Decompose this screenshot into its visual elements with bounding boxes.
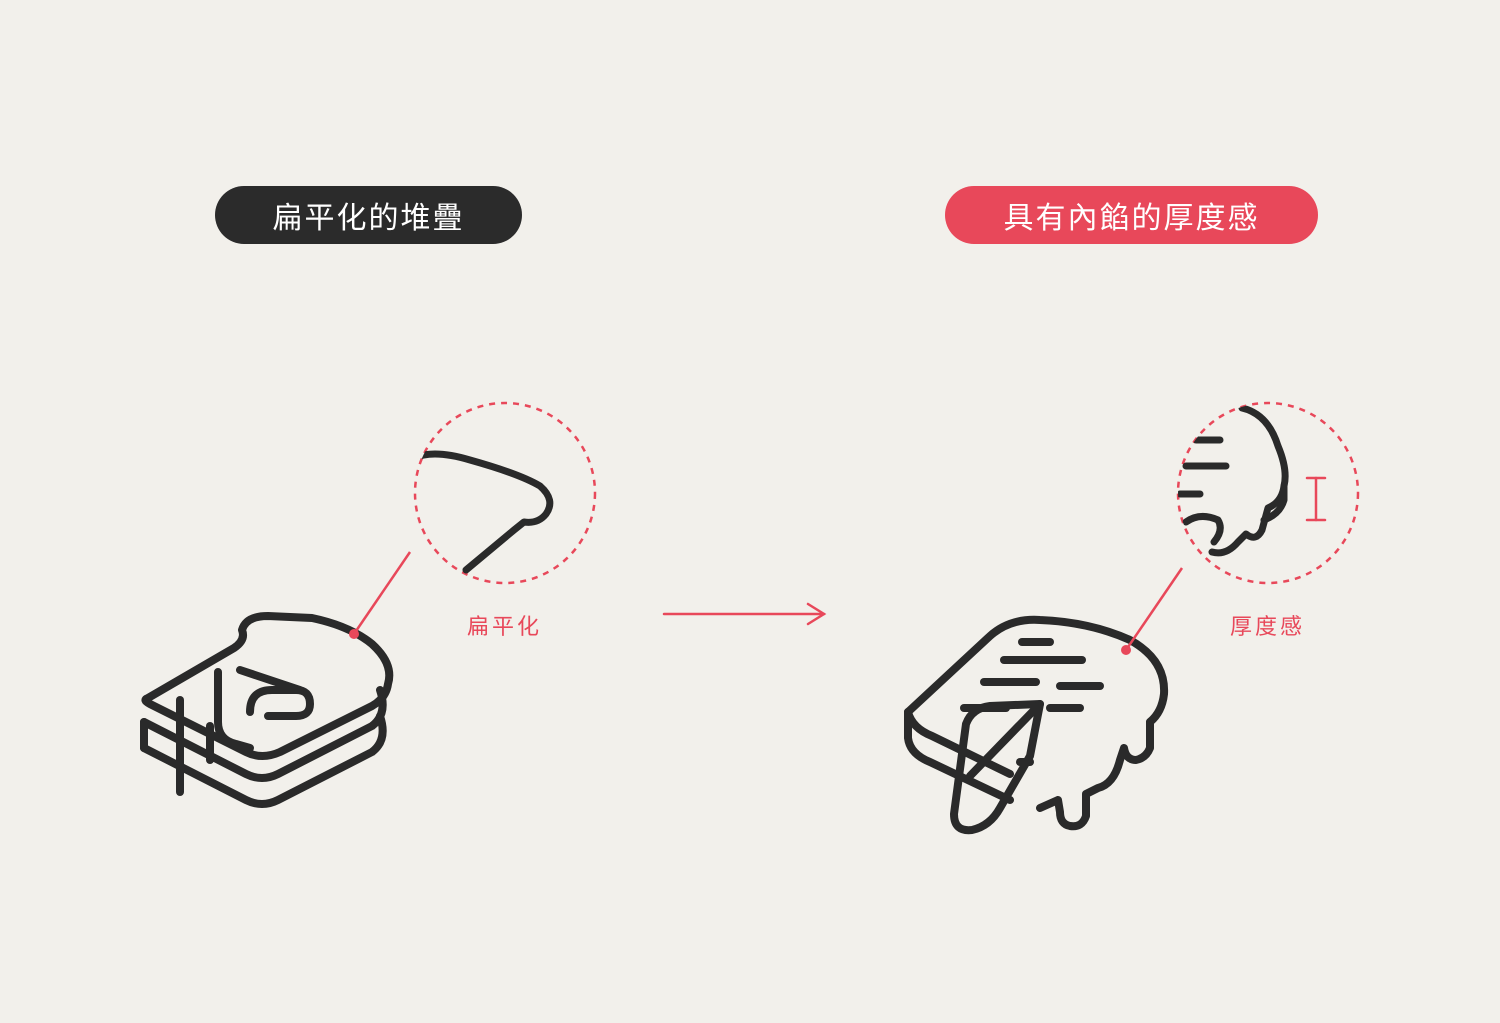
flat-zoom-circle [413, 401, 597, 585]
flat-zoom-detail [415, 450, 554, 574]
flat-stack-title: 扁平化的堆疊 [272, 201, 465, 236]
flat-callout-label: 扁平化 [467, 615, 543, 640]
thickness-zoom-circle [1176, 401, 1360, 585]
thickness-callout-anchor [1121, 645, 1131, 655]
flat-stack-title-pill: 扁平化的堆疊 [215, 186, 522, 244]
thickness-callout-label: 厚度感 [1230, 615, 1306, 640]
arrow-right-icon [662, 602, 827, 626]
flat-callout-anchor [349, 629, 359, 639]
thickness-title-pill: 具有內餡的厚度感 [945, 186, 1318, 244]
thickness-zoom-detail [1178, 404, 1289, 557]
thickness-title: 具有內餡的厚度感 [1003, 201, 1260, 236]
thick-filled-toast-icon [904, 615, 1169, 835]
thickness-callout-line [1124, 567, 1184, 651]
stacked-flat-toast-icon [140, 612, 394, 808]
flat-callout-line [352, 551, 412, 635]
thickness-bracket-icon [1305, 476, 1327, 522]
